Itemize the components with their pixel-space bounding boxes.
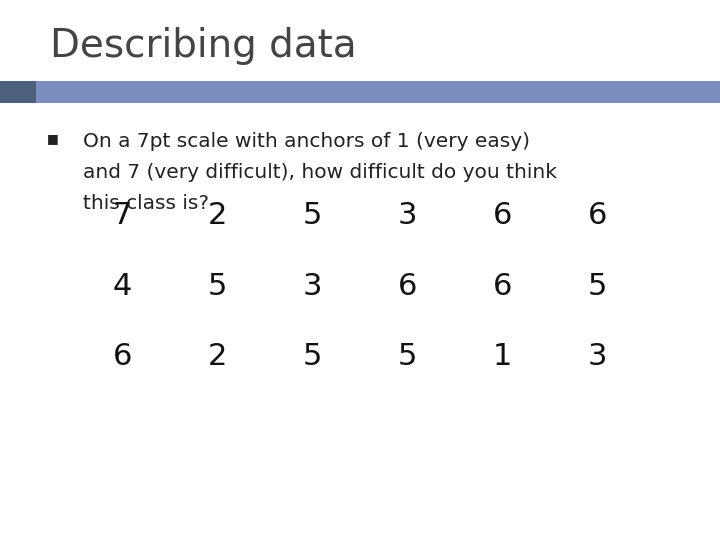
Text: 5: 5 xyxy=(303,342,322,371)
Text: and 7 (very difficult), how difficult do you think: and 7 (very difficult), how difficult do… xyxy=(83,163,557,182)
Text: 6: 6 xyxy=(493,201,512,231)
Text: 1: 1 xyxy=(493,342,512,371)
Text: 3: 3 xyxy=(397,201,418,231)
Text: 3: 3 xyxy=(302,272,323,301)
Text: 5: 5 xyxy=(303,201,322,231)
Text: 5: 5 xyxy=(588,272,607,301)
Text: 2: 2 xyxy=(208,342,227,371)
Text: 6: 6 xyxy=(588,201,607,231)
Text: 4: 4 xyxy=(113,272,132,301)
Bar xyxy=(36,81,720,103)
Text: 2: 2 xyxy=(208,201,227,231)
Bar xyxy=(0,81,36,103)
Text: 3: 3 xyxy=(588,342,608,371)
Text: 6: 6 xyxy=(398,272,417,301)
Text: Describing data: Describing data xyxy=(50,27,357,65)
Text: On a 7pt scale with anchors of 1 (very easy): On a 7pt scale with anchors of 1 (very e… xyxy=(83,132,530,151)
Text: 6: 6 xyxy=(493,272,512,301)
Text: 6: 6 xyxy=(113,342,132,371)
Text: 5: 5 xyxy=(208,272,227,301)
Text: this class is?: this class is? xyxy=(83,194,209,213)
Text: 7: 7 xyxy=(113,201,132,231)
Text: 5: 5 xyxy=(398,342,417,371)
Text: ■: ■ xyxy=(47,132,58,145)
